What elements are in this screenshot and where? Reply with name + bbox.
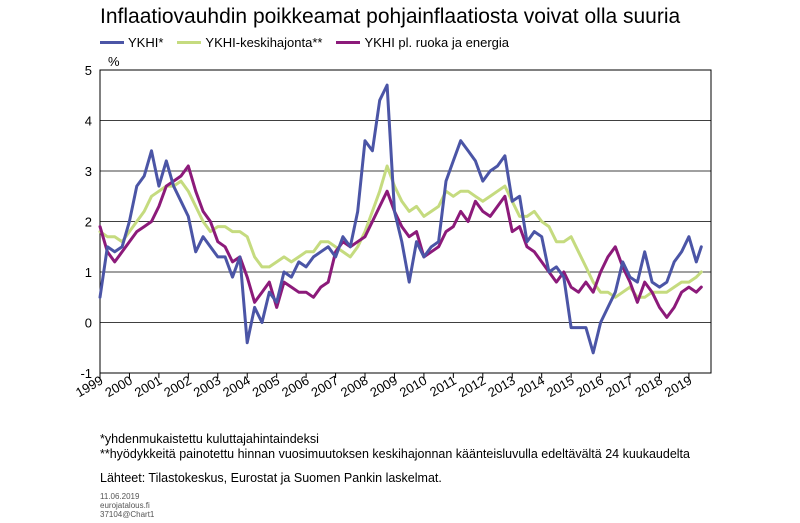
legend-item-ykhi: YKHI* [100,35,163,50]
legend-label-ykhi: YKHI* [128,35,164,50]
site-stamp: eurojatalous.fi [100,501,150,510]
chart-title: Inflaatiovauhdin poikkeamat pohjainflaat… [100,5,681,28]
x-tick-label: 2005 [250,373,283,400]
x-tick-label: 2014 [515,373,548,400]
x-tick-label: 2006 [279,373,312,400]
x-tick-label: 2001 [132,373,165,400]
x-tick-label: 2011 [427,373,459,400]
y-tick-label: 3 [85,164,92,179]
legend-item-core: YKHI pl. ruoka ja energia [336,35,509,50]
x-tick-label: 2007 [309,373,342,400]
footnote-1: *yhdenmukaistettu kuluttajahintaindeksi [100,432,319,446]
x-tick-label: 2015 [544,373,577,400]
footnote-2: **hyödykkeitä painotettu hinnan vuosimuu… [100,447,690,461]
y-tick-label: 0 [85,316,92,331]
series-line-1 [98,164,703,299]
legend: YKHI* YKHI-keskihajonta** YKHI pl. ruoka… [100,35,509,50]
x-tick-label: 2017 [603,373,636,400]
y-tick-label: 5 [85,63,92,78]
x-tick-label: 2013 [485,373,518,400]
x-tick-label: 2012 [456,373,489,400]
y-tick-label: 1 [85,265,92,280]
y-axis-label: % [108,54,120,69]
x-tick-label: 2009 [367,373,400,400]
legend-swatch-core [336,41,361,44]
x-tick-label: 2019 [662,373,695,400]
chart-id: 37104@Chart1 [100,510,155,519]
x-tick-label: 2002 [161,373,194,400]
legend-swatch-keskihajonta [177,41,202,44]
x-tick-label: 2018 [632,373,665,400]
legend-item-keskihajonta: YKHI-keskihajonta** [177,35,322,50]
x-tick-label: 2010 [397,373,430,400]
x-tick-label: 2003 [191,373,224,400]
x-tick-label: 1999 [73,373,106,400]
series-line-2 [98,164,703,319]
legend-swatch-ykhi [100,41,124,44]
sources: Lähteet: Tilastokeskus, Eurostat ja Suom… [100,471,442,485]
date-stamp: 11.06.2019 [100,492,140,501]
x-tick-label: 2000 [102,373,135,400]
legend-label-core: YKHI pl. ruoka ja energia [364,35,509,50]
y-tick-label: 2 [85,215,92,230]
y-tick-label: -1 [80,366,92,381]
y-tick-label: 4 [85,114,92,129]
x-tick-label: 2008 [338,373,371,400]
plot-area [99,69,712,374]
series-line-0 [98,83,703,355]
x-tick-label: 2016 [574,373,607,400]
x-tick-label: 2004 [220,373,253,400]
legend-label-keskihajonta: YKHI-keskihajonta** [205,35,323,50]
